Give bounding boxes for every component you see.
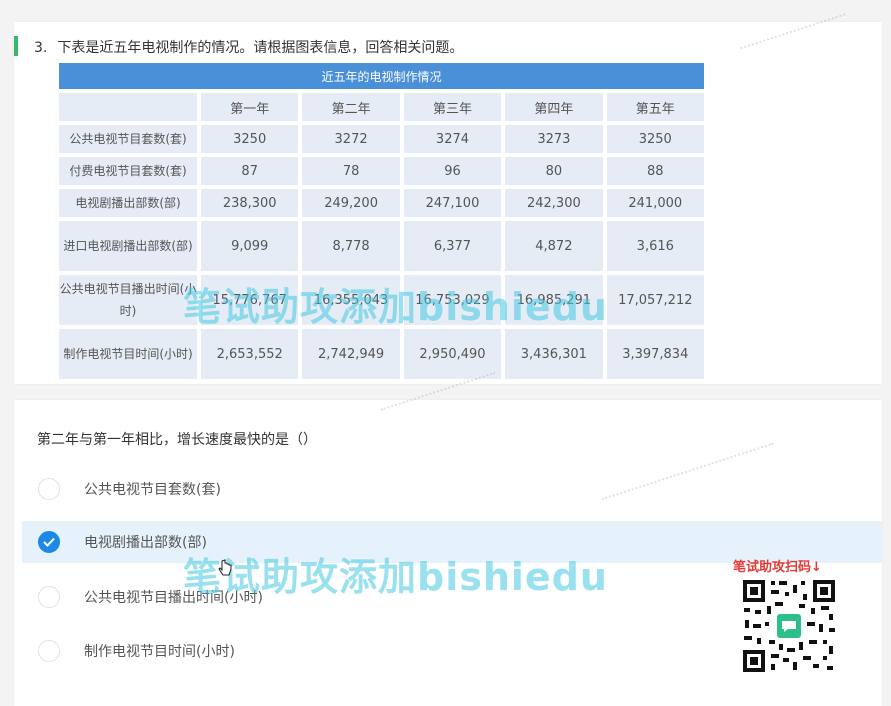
table-cell: 242,300 [503,187,605,219]
table-cell: 3250 [199,123,301,155]
table-cell: 16,753,029 [401,273,504,327]
table-cell: 2,742,949 [300,327,402,381]
row-label: 公共电视节目播出时间(小时) [57,273,199,327]
option-label: 电视剧播出部数(部) [84,535,207,551]
table-row: 制作电视节目时间(小时) 2,653,552 2,742,949 2,950,4… [57,327,706,381]
option-a[interactable]: 公共电视节目套数(套) [22,468,882,510]
radio-button[interactable] [38,478,60,500]
watermark-text: 笔试助攻添加bishiedu [183,285,608,329]
table-row: 公共电视节目套数(套) 3250 3272 3274 3273 3250 [57,123,706,155]
table-header-cell: 第二年 [300,91,402,123]
qr-caption: 笔试助攻扫码↓ [733,560,822,575]
table-cell: 3272 [300,123,402,155]
table-cell: 4,872 [503,219,605,273]
table-cell: 3,397,834 [604,327,706,381]
table-cell: 80 [503,155,605,187]
checkmark-icon [43,537,55,547]
option-d[interactable]: 制作电视节目时间(小时) [22,630,882,672]
table-cell: 6,377 [401,219,504,273]
question-text: 第二年与第一年相比，增长速度最快的是（） [37,432,317,448]
table-header-cell: 第一年 [199,91,301,123]
table-cell: 238,300 [199,187,301,219]
chat-icon [782,621,796,632]
hand-cursor-icon [218,559,232,576]
table-row: 进口电视剧播出部数(部) 9,099 8,778 6,377 4,872 3,6… [57,219,706,273]
option-c[interactable]: 公共电视节目播出时间(小时) [22,576,882,618]
question-number: 3. [34,40,48,56]
table-header-cell: 第四年 [503,91,605,123]
table-row: 付费电视节目套数(套) 87 78 96 80 88 [57,155,706,187]
radio-button-checked[interactable] [38,531,60,553]
radio-button[interactable] [38,640,60,662]
table-cell: 3273 [503,123,605,155]
table-cell: 3274 [401,123,504,155]
table-cell: 3,436,301 [503,327,605,381]
table-cell: 249,200 [300,187,402,219]
question-prompt: 下表是近五年电视制作的情况。请根据图表信息，回答相关问题。 [57,40,464,56]
table-header-cell [57,91,199,123]
table-caption: 近五年的电视制作情况 [57,61,706,91]
table-header-cell: 第三年 [401,91,504,123]
table-cell: 87 [199,155,301,187]
question-header: 3. 下表是近五年电视制作的情况。请根据图表信息，回答相关问题。 [34,37,463,57]
row-label: 付费电视节目套数(套) [57,155,199,187]
qr-code[interactable] [741,578,837,674]
watermark-text: 笔试助攻添加bishiedu [183,555,608,599]
option-label: 制作电视节目时间(小时) [84,644,235,660]
table-cell: 15,776,767 [199,273,301,327]
data-table: 近五年的电视制作情况 第一年 第二年 第三年 第四年 第五年 公共电视节目套数(… [57,61,706,381]
table-cell: 16,985,291 [503,273,605,327]
question-marker [14,36,18,56]
row-label: 进口电视剧播出部数(部) [57,219,199,273]
table-cell: 9,099 [199,219,301,273]
table-cell: 3250 [604,123,706,155]
table-cell: 2,653,552 [199,327,301,381]
option-b[interactable]: 电视剧播出部数(部) [22,521,882,563]
table-row: 电视剧播出部数(部) 238,300 249,200 247,100 242,3… [57,187,706,219]
table-cell: 2,950,490 [401,327,504,381]
row-label: 电视剧播出部数(部) [57,187,199,219]
table-cell: 8,778 [300,219,402,273]
table-cell: 17,057,212 [604,273,706,327]
table-header-cell: 第五年 [604,91,706,123]
table-cell: 88 [604,155,706,187]
table-cell: 247,100 [401,187,504,219]
row-label: 公共电视节目套数(套) [57,123,199,155]
table-cell: 3,616 [604,219,706,273]
radio-button[interactable] [38,586,60,608]
table-cell: 96 [401,155,504,187]
table-row: 公共电视节目播出时间(小时) 15,776,767 16,355,043 16,… [57,273,706,327]
table-cell: 78 [300,155,402,187]
table-cell: 241,000 [604,187,706,219]
option-label: 公共电视节目套数(套) [84,482,221,498]
option-label: 公共电视节目播出时间(小时) [84,590,263,606]
row-label: 制作电视节目时间(小时) [57,327,199,381]
table-cell: 16,355,043 [300,273,402,327]
